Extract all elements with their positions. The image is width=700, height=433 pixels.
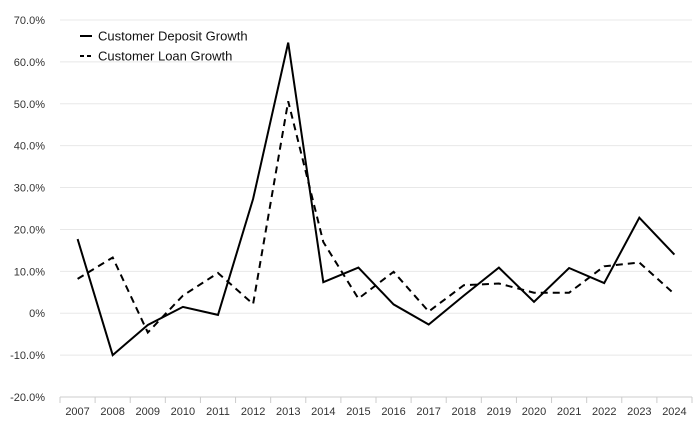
x-tick-label: 2009 <box>136 406 160 418</box>
x-tick-label: 2022 <box>592 406 616 418</box>
y-axis-ticks: -20.0% -10.0% 0% 10.0% 20.0% 30.0% 40.0% 50.0% 6… <box>10 15 45 404</box>
legend-label: Customer Deposit Growth <box>98 29 248 44</box>
series-line-deposit-growth <box>76 42 676 357</box>
x-tick-label: 2017 <box>416 406 440 418</box>
x-tick-label: 2024 <box>662 406 686 418</box>
series-line-loan-growth <box>77 101 676 335</box>
y-tick-label: -10.0% <box>10 350 45 362</box>
x-tick-label: 2023 <box>627 406 651 418</box>
x-axis-ticks: 2007 2008 2009 2010 2011 2012 2013 2014 2015 2016… <box>59 397 693 418</box>
y-tick-label: 40.0% <box>14 141 45 153</box>
gridlines <box>60 19 692 398</box>
x-tick-label: 2012 <box>241 406 265 418</box>
y-tick-label: -20.0% <box>10 392 45 404</box>
y-tick-label: 20.0% <box>14 224 45 236</box>
x-tick-label: 2011 <box>206 406 230 418</box>
x-tick-label: 2013 <box>276 406 300 418</box>
y-tick-label: 0% <box>29 308 45 320</box>
legend-label: Customer Loan Growth <box>98 49 232 64</box>
y-tick-label: 60.0% <box>14 57 45 69</box>
y-tick-label: 70.0% <box>14 15 45 27</box>
x-tick-label: 2008 <box>100 406 124 418</box>
x-tick-label: 2018 <box>452 406 476 418</box>
x-tick-label: 2014 <box>311 406 335 418</box>
y-tick-label: 30.0% <box>14 183 45 195</box>
series-lines <box>76 42 676 357</box>
y-tick-label: 10.0% <box>14 266 45 278</box>
y-tick-label: 50.0% <box>14 99 45 111</box>
x-tick-label: 2015 <box>346 406 370 418</box>
x-tick-label: 2010 <box>171 406 195 418</box>
x-tick-label: 2021 <box>557 406 581 418</box>
legend: Customer Deposit Growth Customer Loan Gro… <box>80 29 248 64</box>
x-tick-label: 2007 <box>65 406 89 418</box>
x-tick-label: 2020 <box>522 406 546 418</box>
x-tick-label: 2019 <box>487 406 511 418</box>
x-tick-label: 2016 <box>381 406 405 418</box>
